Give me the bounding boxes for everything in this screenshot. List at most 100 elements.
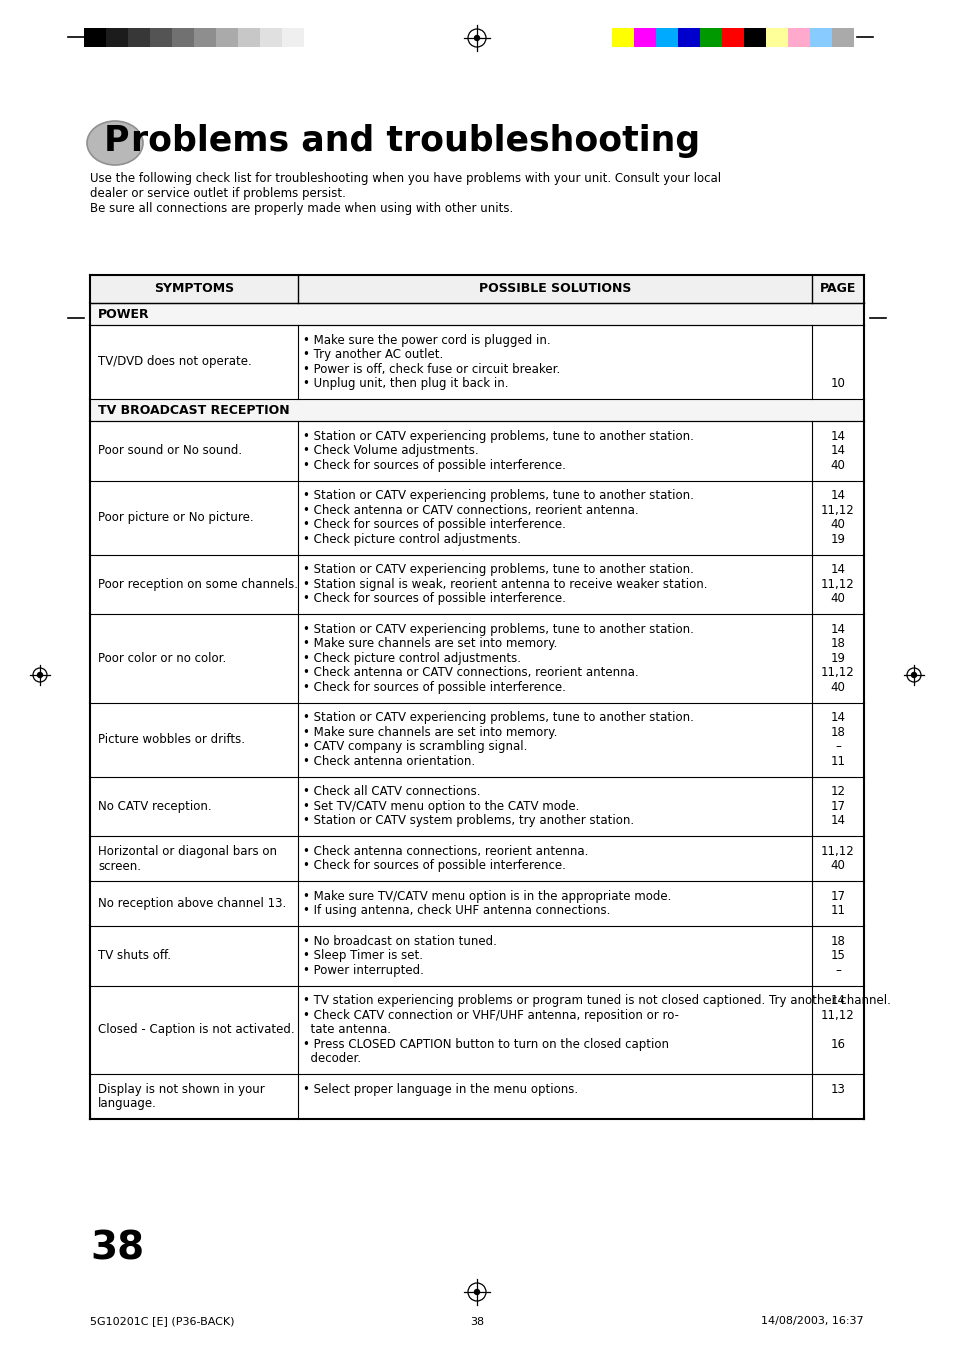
Bar	[90, 276, 863, 303]
Text: 11,12: 11,12	[821, 578, 854, 590]
Text: • Make sure the power cord is plugged in.: • Make sure the power cord is plugged in…	[303, 334, 550, 347]
Text: • Station or CATV experiencing problems, tune to another station.: • Station or CATV experiencing problems,…	[303, 623, 693, 636]
Bar	[150, 28, 172, 47]
Text: 38: 38	[470, 1317, 483, 1327]
Bar	[656, 28, 678, 47]
Text: • Station signal is weak, reorient antenna to receive weaker station.: • Station signal is weak, reorient anten…	[303, 578, 707, 590]
Text: 16: 16	[830, 1038, 844, 1051]
Text: • Check antenna or CATV connections, reorient antenna.: • Check antenna or CATV connections, reo…	[303, 666, 638, 680]
Text: • Station or CATV experiencing problems, tune to another station.: • Station or CATV experiencing problems,…	[303, 711, 693, 724]
Text: 38: 38	[90, 1229, 144, 1269]
Text: PAGE: PAGE	[819, 282, 855, 296]
Text: • Station or CATV system problems, try another station.: • Station or CATV system problems, try a…	[303, 815, 634, 827]
Text: 15: 15	[830, 950, 844, 962]
Text: roblems and troubleshooting: roblems and troubleshooting	[131, 124, 700, 158]
Text: • No broadcast on station tuned.: • No broadcast on station tuned.	[303, 935, 497, 948]
Bar	[809, 28, 831, 47]
Text: 13: 13	[830, 1082, 844, 1096]
Text: TV/DVD does not operate.: TV/DVD does not operate.	[98, 355, 252, 369]
Text: 14: 14	[830, 444, 844, 457]
Text: • Power is off, check fuse or circuit breaker.: • Power is off, check fuse or circuit br…	[303, 363, 559, 376]
Text: tate antenna.: tate antenna.	[303, 1023, 391, 1036]
Text: • TV station experiencing problems or program tuned is not closed captioned. Try: • TV station experiencing problems or pr…	[303, 994, 890, 1008]
Text: • If using antenna, check UHF antenna connections.: • If using antenna, check UHF antenna co…	[303, 904, 610, 917]
Bar	[106, 28, 128, 47]
Text: 40: 40	[830, 859, 844, 873]
Text: • Sleep Timer is set.: • Sleep Timer is set.	[303, 950, 422, 962]
Text: Be sure all connections are properly made when using with other units.: Be sure all connections are properly mad…	[90, 203, 513, 215]
Text: • Station or CATV experiencing problems, tune to another station.: • Station or CATV experiencing problems,…	[303, 563, 693, 577]
Text: Poor reception on some channels.: Poor reception on some channels.	[98, 578, 297, 590]
Text: TV shuts off.: TV shuts off.	[98, 950, 171, 962]
Text: • Check antenna orientation.: • Check antenna orientation.	[303, 755, 475, 767]
Text: No CATV reception.: No CATV reception.	[98, 800, 212, 813]
Bar	[282, 28, 304, 47]
Text: 12: 12	[830, 785, 844, 798]
Text: Poor picture or No picture.: Poor picture or No picture.	[98, 511, 253, 524]
Text: 14: 14	[830, 815, 844, 827]
Circle shape	[474, 35, 479, 41]
Text: • Check picture control adjustments.: • Check picture control adjustments.	[303, 532, 520, 546]
Bar	[84, 28, 106, 47]
Text: POSSIBLE SOLUTIONS: POSSIBLE SOLUTIONS	[478, 282, 631, 296]
Bar	[90, 303, 863, 326]
Text: • Check all CATV connections.: • Check all CATV connections.	[303, 785, 480, 798]
Bar	[237, 28, 260, 47]
Bar	[700, 28, 721, 47]
Text: TV BROADCAST RECEPTION: TV BROADCAST RECEPTION	[98, 404, 290, 416]
Circle shape	[910, 673, 916, 677]
Text: P: P	[104, 124, 130, 158]
Text: • Set TV/CATV menu option to the CATV mode.: • Set TV/CATV menu option to the CATV mo…	[303, 800, 578, 813]
Text: • Check for sources of possible interference.: • Check for sources of possible interfer…	[303, 459, 565, 471]
Bar	[743, 28, 765, 47]
Text: Horizontal or diagonal bars on
screen.: Horizontal or diagonal bars on screen.	[98, 844, 276, 873]
Text: 10: 10	[830, 377, 844, 390]
Circle shape	[474, 1289, 479, 1294]
Text: • Station or CATV experiencing problems, tune to another station.: • Station or CATV experiencing problems,…	[303, 489, 693, 503]
Text: • Check picture control adjustments.: • Check picture control adjustments.	[303, 651, 520, 665]
Text: Closed - Caption is not activated.: Closed - Caption is not activated.	[98, 1023, 294, 1036]
Text: • Check antenna connections, reorient antenna.: • Check antenna connections, reorient an…	[303, 844, 588, 858]
Text: 14: 14	[830, 623, 844, 636]
Text: 17: 17	[830, 890, 844, 902]
Text: 14: 14	[830, 711, 844, 724]
Text: decoder.: decoder.	[303, 1052, 361, 1065]
Bar	[612, 28, 634, 47]
Text: No reception above channel 13.: No reception above channel 13.	[98, 897, 286, 911]
Text: Picture wobbles or drifts.: Picture wobbles or drifts.	[98, 734, 245, 746]
Bar	[721, 28, 743, 47]
Text: –: –	[834, 740, 840, 754]
Bar	[193, 28, 215, 47]
Text: 11,12: 11,12	[821, 666, 854, 680]
Text: Poor color or no color.: Poor color or no color.	[98, 651, 226, 665]
Text: Display is not shown in your
language.: Display is not shown in your language.	[98, 1082, 265, 1111]
Text: 5G10201C [E] (P36-BACK): 5G10201C [E] (P36-BACK)	[90, 1316, 234, 1325]
Text: • Check for sources of possible interference.: • Check for sources of possible interfer…	[303, 519, 565, 531]
Bar	[634, 28, 656, 47]
Bar	[787, 28, 809, 47]
Text: Use the following check list for troubleshooting when you have problems with you: Use the following check list for trouble…	[90, 172, 720, 185]
Text: • Press CLOSED CAPTION button to turn on the closed caption: • Press CLOSED CAPTION button to turn on…	[303, 1038, 668, 1051]
Text: 18: 18	[830, 725, 844, 739]
Bar	[765, 28, 787, 47]
Text: 11,12: 11,12	[821, 504, 854, 516]
Bar	[678, 28, 700, 47]
Text: • Make sure TV/CATV menu option is in the appropriate mode.: • Make sure TV/CATV menu option is in th…	[303, 890, 671, 902]
Text: 11,12: 11,12	[821, 1009, 854, 1021]
Text: 40: 40	[830, 519, 844, 531]
Text: • Make sure channels are set into memory.: • Make sure channels are set into memory…	[303, 638, 557, 650]
Bar	[90, 399, 863, 422]
Text: • Check Volume adjustments.: • Check Volume adjustments.	[303, 444, 478, 457]
Text: 19: 19	[830, 651, 844, 665]
Text: • Unplug unit, then plug it back in.: • Unplug unit, then plug it back in.	[303, 377, 508, 390]
Text: 19: 19	[830, 532, 844, 546]
Text: 14: 14	[830, 994, 844, 1008]
Text: 11: 11	[830, 755, 844, 767]
Text: • Station or CATV experiencing problems, tune to another station.: • Station or CATV experiencing problems,…	[303, 430, 693, 443]
Text: 11: 11	[830, 904, 844, 917]
Bar	[260, 28, 282, 47]
Text: 40: 40	[830, 592, 844, 605]
Text: • Select proper language in the menu options.: • Select proper language in the menu opt…	[303, 1082, 578, 1096]
Text: 14: 14	[830, 489, 844, 503]
Bar	[831, 28, 853, 47]
